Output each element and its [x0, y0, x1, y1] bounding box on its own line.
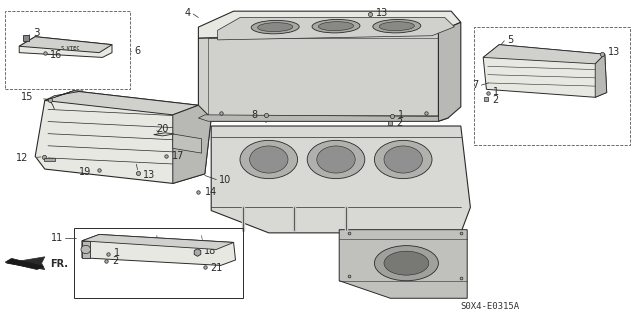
Text: 19: 19 — [79, 167, 92, 177]
Polygon shape — [6, 257, 45, 270]
Text: 8: 8 — [252, 110, 258, 120]
Text: 10: 10 — [219, 175, 231, 185]
Ellipse shape — [307, 140, 365, 179]
Text: 7: 7 — [472, 79, 479, 90]
Bar — [5, 11, 130, 89]
Text: 15: 15 — [21, 92, 33, 102]
Text: 13: 13 — [608, 47, 620, 57]
Text: 17: 17 — [172, 151, 184, 161]
Polygon shape — [198, 32, 448, 121]
Text: 3: 3 — [33, 28, 40, 39]
Text: 20: 20 — [156, 124, 168, 134]
Polygon shape — [198, 11, 461, 38]
Ellipse shape — [319, 22, 353, 31]
Ellipse shape — [384, 251, 429, 275]
Polygon shape — [173, 134, 202, 153]
Ellipse shape — [252, 20, 299, 34]
Text: 16: 16 — [50, 50, 62, 60]
Ellipse shape — [384, 146, 422, 173]
Polygon shape — [595, 54, 607, 97]
Ellipse shape — [317, 146, 355, 173]
Polygon shape — [154, 133, 174, 136]
Ellipse shape — [81, 245, 91, 254]
Polygon shape — [483, 45, 607, 97]
Text: 1: 1 — [114, 248, 120, 258]
Text: 2: 2 — [492, 94, 499, 105]
Polygon shape — [82, 241, 90, 258]
Ellipse shape — [373, 19, 420, 33]
Ellipse shape — [374, 246, 438, 281]
Polygon shape — [211, 126, 470, 233]
Text: 5: 5 — [507, 35, 513, 45]
Ellipse shape — [380, 22, 414, 31]
Text: 13: 13 — [143, 170, 155, 180]
Text: 6: 6 — [134, 46, 141, 56]
Text: S0X4-E0315A: S0X4-E0315A — [461, 302, 520, 311]
Ellipse shape — [374, 140, 432, 179]
Text: 18: 18 — [204, 246, 216, 256]
Text: 4: 4 — [184, 8, 191, 19]
Polygon shape — [45, 91, 198, 115]
Polygon shape — [82, 234, 236, 265]
Polygon shape — [438, 22, 461, 121]
Text: 2: 2 — [396, 118, 403, 129]
Polygon shape — [35, 91, 211, 183]
Polygon shape — [19, 37, 112, 53]
Polygon shape — [218, 18, 454, 40]
Polygon shape — [82, 234, 234, 249]
Bar — [74, 228, 243, 298]
Text: S.VTEC: S.VTEC — [61, 46, 80, 51]
Polygon shape — [339, 230, 467, 298]
Ellipse shape — [240, 140, 298, 179]
Ellipse shape — [258, 23, 292, 32]
Bar — [44, 158, 55, 161]
Ellipse shape — [250, 146, 288, 173]
Polygon shape — [19, 37, 112, 57]
Text: 1: 1 — [398, 110, 404, 121]
Text: 21: 21 — [210, 263, 222, 273]
Text: FR.: FR. — [50, 259, 68, 269]
Polygon shape — [198, 115, 438, 121]
Ellipse shape — [312, 19, 360, 33]
Text: 2: 2 — [113, 256, 119, 266]
Text: 1: 1 — [493, 86, 500, 97]
Polygon shape — [5, 258, 44, 270]
Polygon shape — [483, 45, 605, 64]
Text: 12: 12 — [17, 153, 29, 163]
Polygon shape — [45, 91, 83, 100]
Text: 14: 14 — [205, 187, 217, 197]
Polygon shape — [173, 105, 211, 183]
Text: 11: 11 — [51, 233, 63, 243]
Bar — [474, 27, 630, 145]
Text: 13: 13 — [376, 8, 388, 18]
